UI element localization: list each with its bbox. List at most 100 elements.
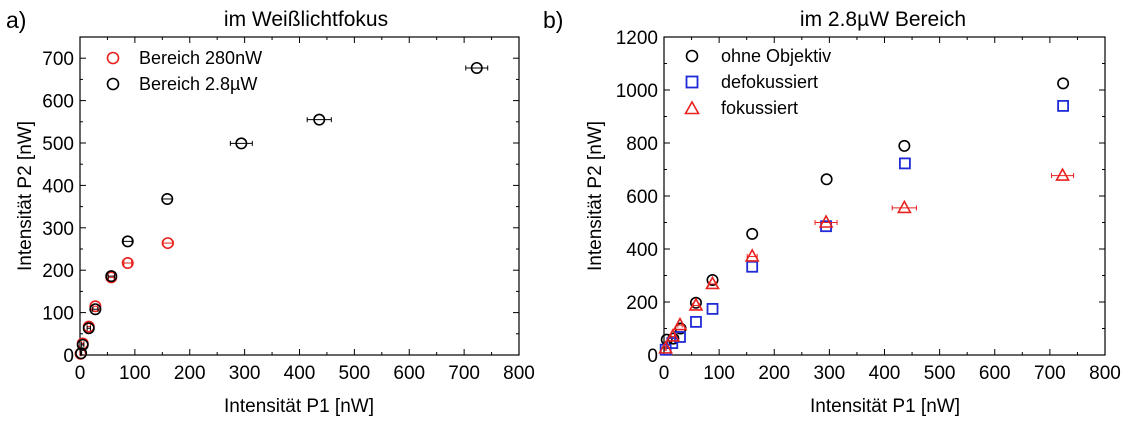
y-tick-label: 100 — [42, 304, 74, 325]
data-point — [1057, 77, 1070, 90]
x-tick-label: 500 — [339, 363, 371, 384]
marker-circle — [75, 347, 88, 360]
marker-square — [898, 157, 911, 170]
x-tick-label: 100 — [703, 363, 735, 384]
data-point — [76, 338, 89, 351]
x-tick-label: 0 — [659, 363, 670, 384]
marker-circle — [313, 113, 326, 126]
marker-triangle — [672, 316, 688, 331]
panel-a-legend-label-1: Bereich 280nW — [139, 48, 262, 68]
panel-b-legend: ohne Objektiv defokussiert fokussiert — [684, 46, 831, 118]
marker-triangle — [744, 248, 760, 262]
data-point — [161, 192, 174, 205]
panel-a-tick-labels: 0 100 200 300 400 500 600 700 800 0 100 200 300 400 50… — [42, 49, 535, 384]
y-tick-label: 200 — [626, 293, 658, 314]
legend-marker-square-blue — [685, 75, 699, 89]
marker-circle — [235, 137, 248, 150]
legend-marker-circle-black — [685, 49, 699, 63]
marker-square — [666, 337, 679, 349]
y-tick-label: 400 — [42, 176, 74, 197]
x-tick-label: 800 — [503, 363, 535, 384]
x-tick-label: 700 — [448, 363, 480, 384]
marker-square — [690, 315, 702, 328]
data-point — [89, 303, 102, 316]
marker-circle — [161, 237, 174, 250]
panel-a-legend: Bereich 280nW Bereich 2.8µW — [106, 48, 262, 94]
panel-a: a) im Weißlichtfokus 0 100 200 300 400 500 600… — [6, 7, 535, 417]
data-point — [229, 137, 253, 150]
panel-b-tick-labels: 0 100 200 300 400 500 600 700 800 0 200 400 600 800 10… — [616, 28, 1121, 384]
marker-triangle — [658, 340, 674, 354]
data-point — [306, 113, 332, 126]
marker-square — [674, 331, 686, 343]
x-tick-label: 200 — [174, 363, 206, 384]
y-tick-label: 0 — [647, 346, 658, 367]
panel-b: b) im 2.8µW Bereich 0 100 200 300 400 500 600 7… — [543, 7, 1121, 417]
panel-a-x-axis-label: Intensität P1 [nW] — [224, 396, 374, 417]
data-point — [665, 328, 681, 342]
marker-triangle — [705, 275, 720, 290]
panel-b-data-points — [658, 77, 1075, 356]
y-tick-label: 700 — [42, 49, 74, 70]
x-tick-label: 300 — [229, 363, 261, 384]
data-point — [891, 199, 917, 214]
marker-triangle — [665, 328, 681, 342]
panel-b-y-axis-label: Intensität P2 [nW] — [585, 121, 606, 271]
panel-a-data-points — [74, 61, 489, 360]
data-point — [465, 61, 489, 74]
marker-circle — [121, 256, 134, 269]
data-point — [898, 157, 911, 170]
y-tick-label: 800 — [626, 134, 658, 155]
marker-circle — [706, 274, 719, 287]
marker-circle — [746, 227, 759, 240]
marker-circle — [161, 192, 174, 205]
y-tick-label: 0 — [63, 346, 74, 367]
marker-square — [746, 260, 759, 273]
legend-marker-triangle-red — [684, 100, 700, 115]
marker-square — [1057, 100, 1070, 112]
x-tick-label: 400 — [284, 363, 316, 384]
data-point — [688, 297, 704, 311]
marker-circle — [898, 139, 911, 152]
marker-circle — [820, 173, 833, 186]
legend-marker-circle-red — [106, 51, 120, 65]
panel-a-letter: a) — [6, 7, 26, 33]
x-tick-label: 0 — [75, 363, 86, 384]
marker-circle — [76, 338, 89, 351]
panel-a-legend-entry-2: Bereich 2.8µW — [106, 74, 257, 94]
y-tick-label: 1000 — [616, 81, 658, 102]
data-point — [75, 347, 88, 360]
panel-a-legend-label-2: Bereich 2.8µW — [139, 74, 257, 94]
marker-triangle — [896, 199, 912, 214]
data-point — [690, 315, 702, 328]
marker-triangle — [1055, 167, 1070, 181]
data-point — [674, 331, 686, 343]
panel-b-title: im 2.8µW Bereich — [800, 8, 966, 31]
marker-circle — [121, 235, 134, 248]
x-tick-label: 300 — [814, 363, 846, 384]
x-tick-label: 100 — [119, 363, 151, 384]
data-point — [672, 316, 688, 331]
x-tick-label: 600 — [979, 363, 1011, 384]
marker-circle — [89, 303, 102, 316]
data-point — [666, 337, 679, 349]
x-tick-label: 200 — [758, 363, 790, 384]
x-tick-label: 500 — [924, 363, 956, 384]
panel-b-legend-entry-2: defokussiert — [685, 72, 818, 92]
y-tick-label: 1200 — [616, 28, 658, 49]
data-point — [814, 214, 838, 228]
y-tick-label: 400 — [626, 240, 658, 261]
panel-b-letter: b) — [543, 7, 563, 33]
marker-triangle — [688, 297, 704, 311]
panel-b-legend-label-1: ohne Objektiv — [721, 46, 831, 66]
panel-a-legend-entry-1: Bereich 280nW — [106, 48, 262, 68]
marker-circle — [105, 270, 118, 283]
x-tick-label: 600 — [393, 363, 425, 384]
panel-a-title: im Weißlichtfokus — [224, 8, 388, 31]
panel-b-legend-label-2: defokussiert — [721, 72, 818, 92]
marker-square — [706, 302, 719, 315]
data-point — [705, 275, 720, 290]
data-point — [898, 139, 911, 152]
y-tick-label: 600 — [42, 92, 74, 113]
